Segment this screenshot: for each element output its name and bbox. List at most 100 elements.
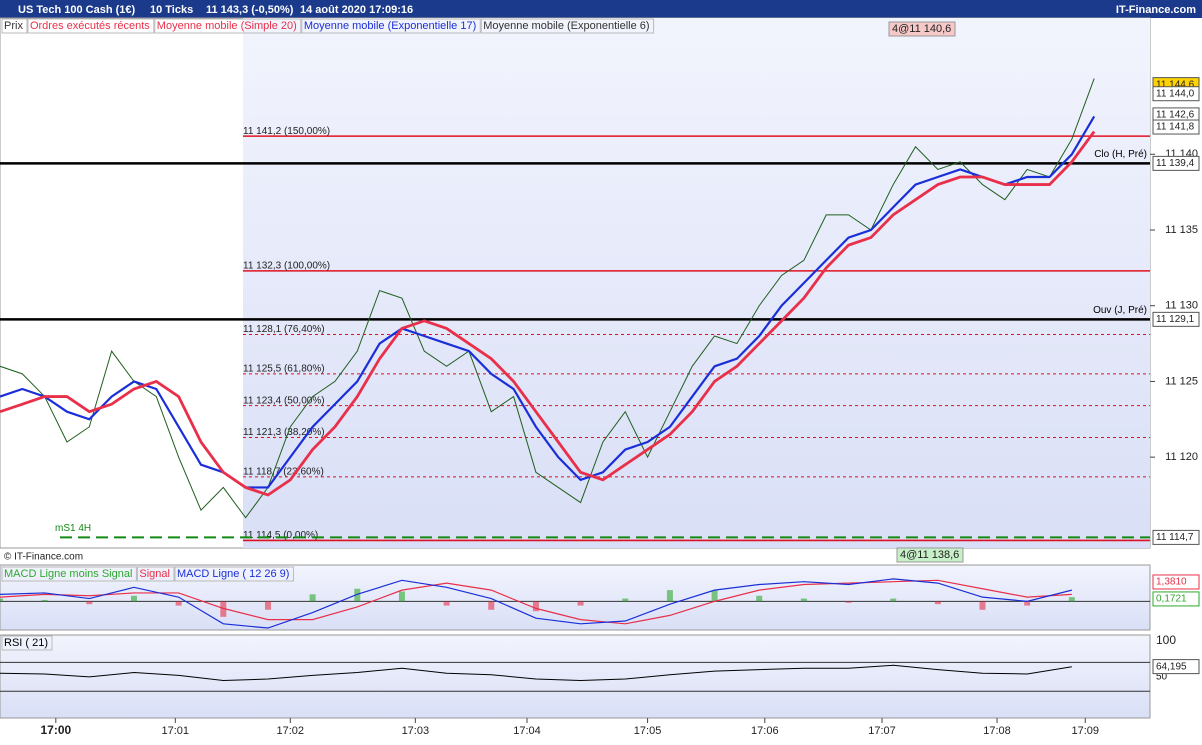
histogram-bar (86, 601, 93, 605)
fib-label: 11 121,3 (38,20%) (243, 427, 325, 438)
axis-tag-label: 0,1721 (1156, 594, 1187, 605)
legend-box (154, 18, 302, 34)
histogram-bar (354, 588, 361, 602)
brand: IT-Finance.com (1116, 4, 1196, 16)
histogram-bar (890, 598, 897, 602)
y-tick-label: 11 130 (1165, 300, 1198, 312)
series-line (0, 579, 1072, 625)
legend-entry[interactable]: MACD Ligne ( 12 26 9) (177, 568, 290, 580)
x-tick-label: 17:08 (983, 725, 1011, 737)
x-tick-label: 17:07 (868, 725, 896, 737)
axis-tag-label: 1,3810 (1156, 577, 1187, 588)
fib-label: 11 132,3 (100,00%) (243, 261, 330, 272)
trade-note-box (896, 547, 964, 563)
legend-box (480, 18, 655, 34)
x-tick-label: 17:04 (513, 725, 541, 737)
quote: 11 143,3 (-0,50%) (206, 4, 294, 16)
legend-entry[interactable]: Moyenne mobile (Exponentielle 17) (304, 20, 476, 32)
axis-tag (1152, 574, 1200, 590)
legend-box (174, 566, 294, 582)
legend-entry[interactable]: Prix (4, 20, 23, 32)
legend-entry[interactable]: MACD Ligne moins Signal (4, 568, 132, 580)
histogram-bar (41, 599, 48, 602)
pivot-label: Clo (H, Pré) (1094, 149, 1147, 160)
histogram-bar (1068, 597, 1075, 602)
x-tick-label: 17:09 (1071, 725, 1099, 737)
x-tick-label: 17:06 (751, 725, 779, 737)
series-line (0, 130, 1096, 497)
legend-entry[interactable]: Signal (139, 568, 170, 580)
histogram-bar (1024, 601, 1031, 606)
fib-label: 11 114,5 (0,00%) (243, 530, 318, 541)
rsi-panel (0, 634, 1151, 719)
x-tick-label: 17:01 (162, 725, 190, 737)
histogram-bar (130, 595, 137, 602)
y-tick-label: 11 120 (1165, 451, 1198, 463)
histogram-bar (845, 601, 852, 603)
pivot-label: mS1 4H (55, 523, 91, 534)
instrument: US Tech 100 Cash (1€) (18, 4, 136, 16)
histogram-bar (443, 601, 450, 606)
legend-box (301, 18, 481, 34)
x-tick-label: 17:05 (634, 725, 662, 737)
axis-tag-label: 11 144,0 (1156, 88, 1195, 99)
legend-entry[interactable]: RSI ( 21) (4, 637, 48, 649)
series-line (0, 578, 1072, 629)
histogram-bar (622, 598, 629, 602)
y-tick-label: 11 125 (1165, 375, 1198, 387)
axis-tag-label: 64,195 (1156, 661, 1187, 672)
histogram-bar (309, 594, 316, 602)
session-zone (243, 18, 1150, 548)
axis-tag (1152, 311, 1200, 327)
histogram-bar (577, 601, 584, 606)
fib-label: 11 141,2 (150,00%) (243, 126, 330, 137)
macd-panel (0, 564, 1151, 631)
interval: 10 Ticks (150, 4, 193, 16)
legend-box (27, 18, 155, 34)
axis-tag-label: 11 142,6 (1156, 110, 1195, 121)
header-bar (0, 0, 1202, 18)
axis-tag (1152, 155, 1200, 171)
axis-tag-label: 11 141,8 (1156, 122, 1195, 133)
y-tick-label: 100 (1156, 633, 1176, 647)
legend-entry[interactable]: Moyenne mobile (Simple 20) (157, 20, 297, 32)
fib-label: 11 123,4 (50,00%) (243, 395, 325, 406)
fib-label: 11 125,5 (61,80%) (243, 363, 325, 374)
trade-note: 4@11 140,6 (892, 23, 951, 35)
histogram-bar (220, 601, 227, 617)
histogram-bar (532, 601, 539, 612)
axis-tag-label: 11 144,6 (1156, 79, 1195, 90)
axis-tag-label: 11 114,7 (1156, 532, 1194, 543)
x-tick-label: 17:00 (40, 723, 71, 737)
legend-box (1, 18, 28, 34)
trade-note-box (888, 21, 956, 37)
histogram-bar (264, 601, 271, 610)
histogram-bar (0, 598, 3, 602)
legend-entry[interactable]: Moyenne mobile (Exponentielle 6) (483, 20, 649, 32)
pivot-label: Ouv (J, Pré) (1093, 305, 1147, 316)
axis-tag-label: 11 139,4 (1156, 158, 1195, 169)
histogram-bar (800, 598, 807, 602)
axis-tag (1152, 86, 1200, 102)
y-tick-label: 50 (1156, 672, 1168, 683)
axis-tag (1152, 119, 1200, 135)
histogram-bar (488, 601, 495, 610)
histogram-bar (756, 595, 763, 602)
legend-entry[interactable]: Ordres exécutés récents (30, 20, 150, 32)
x-tick-label: 17:03 (402, 725, 430, 737)
x-tick-label: 17:02 (277, 725, 305, 737)
series-line (0, 664, 1072, 681)
legend-box (136, 566, 175, 582)
fib-label: 11 128,1 (76,40%) (243, 324, 325, 335)
fib-label: 11 118,7 (23,60%) (243, 466, 324, 477)
copyright: © IT-Finance.com (4, 552, 83, 563)
axis-tag (1152, 591, 1200, 607)
axis-tag-label: 11 129,1 (1156, 314, 1195, 325)
histogram-bar (175, 601, 182, 606)
histogram-bar (711, 590, 718, 602)
axis-tag (1152, 659, 1200, 675)
histogram-bar (398, 591, 405, 602)
timestamp: 14 août 2020 17:09:16 (300, 4, 413, 16)
y-tick-label: 11 135 (1165, 224, 1198, 236)
